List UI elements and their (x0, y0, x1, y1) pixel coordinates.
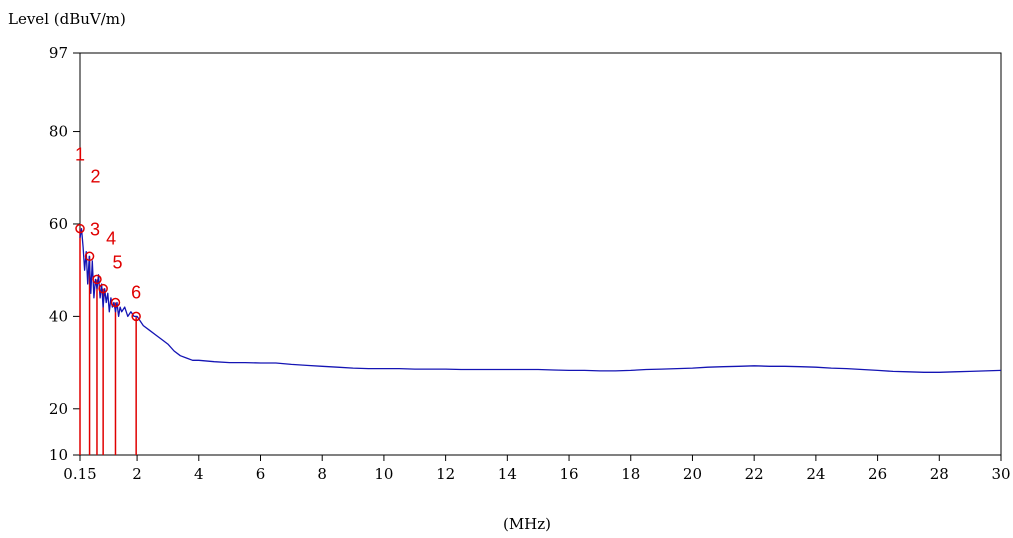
plot-frame (79, 52, 1002, 456)
marker-label: 4 (106, 229, 116, 249)
x-tick-label: 18 (621, 465, 640, 483)
series-layer (79, 227, 1002, 373)
y-axis: 10 20 40 60 80 97 (49, 44, 80, 464)
marker-label: 1 (75, 145, 85, 165)
marker-label: 5 (112, 253, 122, 273)
marker-points: 12 3 4 56 (75, 145, 141, 322)
x-tick-label: 24 (806, 465, 825, 483)
x-tick-label: 0.15 (63, 465, 96, 483)
marker-point (75, 223, 85, 234)
marker-point (84, 251, 95, 262)
x-axis-title: (MHz) (503, 515, 551, 533)
x-tick-label: 6 (256, 465, 266, 483)
y-tick-label: 60 (49, 215, 68, 233)
marker-point (92, 274, 102, 285)
marker-label: 2 (91, 166, 101, 186)
x-tick-label: 8 (317, 465, 327, 483)
y-axis-title: Level (dBuV/m) (8, 10, 126, 28)
x-axis: 0.15 2 4 6 8 10 12 14 16 18 20 22 24 26 28 30 (63, 455, 1011, 483)
x-tick-label: 4 (194, 465, 204, 483)
y-tick-label: 20 (49, 400, 68, 418)
x-tick-label: 28 (930, 465, 949, 483)
y-tick-label: 10 (49, 446, 68, 464)
x-tick-label: 12 (436, 465, 455, 483)
x-tick-label: 10 (374, 465, 393, 483)
x-tick-label: 30 (991, 465, 1010, 483)
marker-lines (79, 228, 137, 455)
marker-point (131, 311, 141, 322)
marker-label: 6 (131, 282, 141, 302)
level-trace (79, 227, 1002, 373)
x-tick-label: 26 (868, 465, 887, 483)
x-tick-label: 16 (559, 465, 578, 483)
marker-point (98, 283, 108, 294)
x-tick-label: 2 (132, 465, 142, 483)
x-tick-label: 14 (498, 465, 517, 483)
y-tick-label: 40 (49, 307, 68, 325)
x-tick-label: 20 (683, 465, 702, 483)
y-tick-label: 97 (49, 44, 68, 62)
marker-label: 3 (90, 219, 100, 239)
y-tick-label: 80 (49, 123, 68, 141)
marker-point (110, 297, 121, 308)
x-tick-label: 22 (745, 465, 764, 483)
